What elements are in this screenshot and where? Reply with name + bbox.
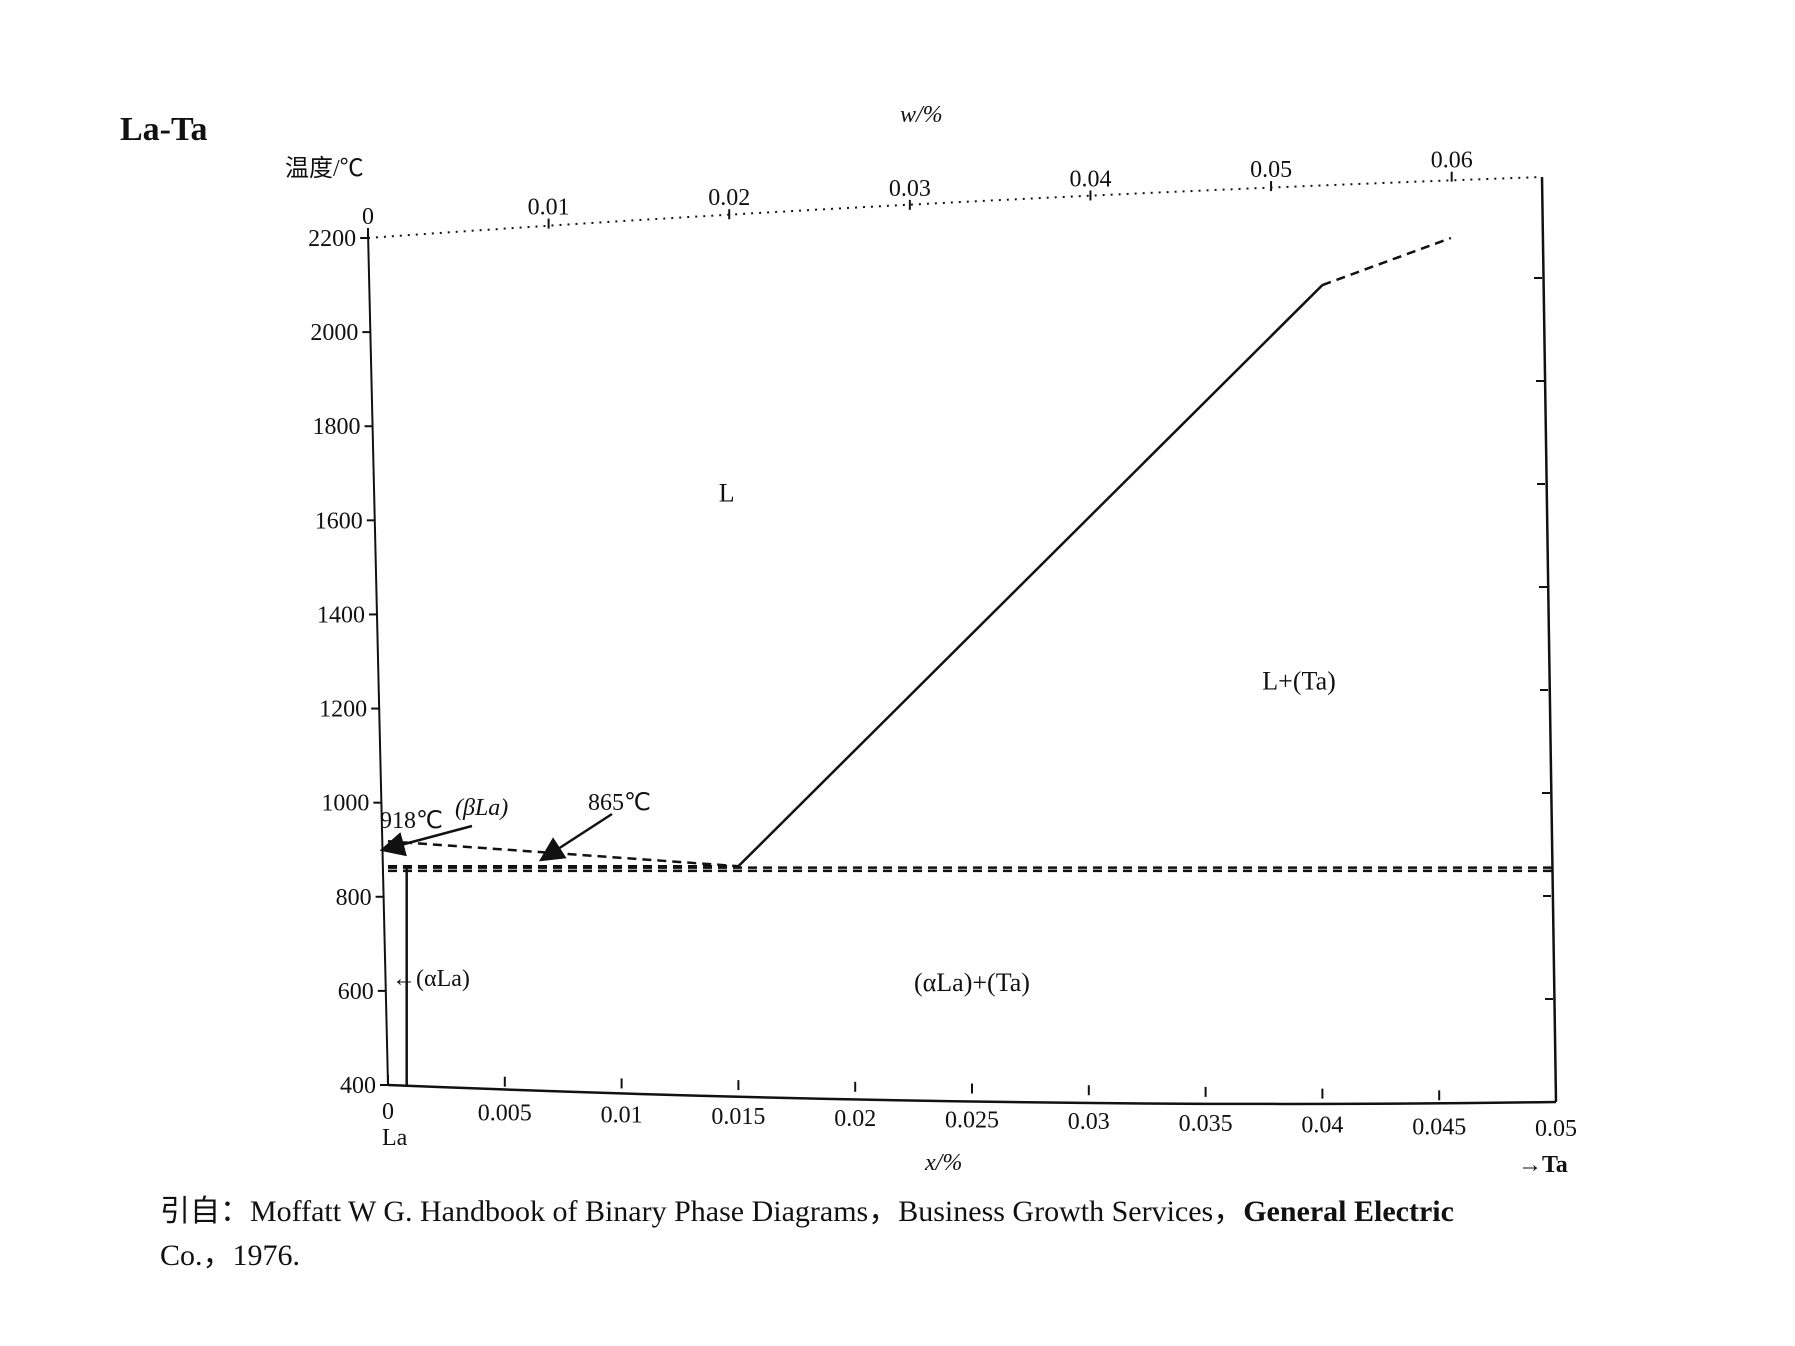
left-end-label: La bbox=[382, 1125, 408, 1151]
x2-tick-label: 0.03 bbox=[889, 176, 931, 202]
y-tick-label: 600 bbox=[338, 979, 374, 1005]
top-axis-title: w/% bbox=[900, 102, 943, 128]
x-tick-label: 0 bbox=[382, 1099, 394, 1125]
annotation-865-arrow bbox=[538, 812, 613, 862]
boundary-line-0 bbox=[737, 284, 1324, 868]
region-labels: L L+(Ta) (αLa)+(Ta) bbox=[719, 479, 1336, 997]
boundary-line-2 bbox=[387, 840, 739, 868]
x-tick-label: 0.025 bbox=[945, 1108, 999, 1134]
y-tick-label: 2200 bbox=[308, 226, 356, 252]
region-label: (αLa)+(Ta) bbox=[914, 968, 1030, 997]
y-tick-label: 1200 bbox=[319, 697, 367, 723]
annotation-865: 865℃ bbox=[588, 790, 651, 816]
y-tick-label: 1400 bbox=[317, 602, 365, 628]
y-tick-label: 800 bbox=[336, 885, 372, 911]
left-axis bbox=[367, 231, 389, 1086]
x-tick-label: 0.01 bbox=[601, 1102, 643, 1128]
y-tick-label: 1000 bbox=[321, 791, 369, 817]
region-label: L bbox=[719, 479, 735, 508]
x2-tick-label: 0.06 bbox=[1431, 148, 1473, 174]
y-axis-ticks: 2200 2000 1800 1600 1400 1200 1000 800 600 400 bbox=[308, 226, 388, 1099]
right-axis-ticks bbox=[1534, 277, 1553, 1000]
x-tick-label: 0.05 bbox=[1535, 1116, 1577, 1142]
x-tick-label: 0.02 bbox=[834, 1106, 876, 1132]
boundary-line-1 bbox=[1321, 236, 1452, 287]
top-axis-ticks: 0 0.01 0.02 0.03 0.04 0.05 0.06 bbox=[362, 148, 1473, 238]
top-axis bbox=[367, 176, 1543, 239]
bottom-axis bbox=[387, 1083, 1557, 1106]
phase-boundaries bbox=[387, 236, 1556, 1085]
x-axis-title: x/% bbox=[924, 1150, 962, 1176]
x2-tick-label: 0 bbox=[362, 204, 374, 230]
y-tick-label: 1800 bbox=[313, 414, 361, 440]
x-tick-label: 0.03 bbox=[1068, 1109, 1110, 1135]
chart-title: La-Ta bbox=[120, 111, 208, 148]
y-tick-label: 2000 bbox=[310, 320, 358, 346]
x-tick-label: 0.045 bbox=[1412, 1114, 1466, 1140]
region-label: L+(Ta) bbox=[1262, 667, 1335, 696]
y-axis-title: 温度/℃ bbox=[285, 155, 364, 182]
x-tick-label: 0.04 bbox=[1301, 1113, 1343, 1139]
right-axis bbox=[1540, 176, 1558, 1103]
x2-tick-label: 0.02 bbox=[708, 185, 750, 211]
annotation-alpha-la: ←(αLa) bbox=[392, 966, 470, 992]
right-end-label: →Ta bbox=[1518, 1152, 1568, 1178]
x-tick-label: 0.035 bbox=[1179, 1111, 1233, 1137]
annotation-beta-la: (βLa) bbox=[455, 795, 508, 821]
annotation-918-arrow bbox=[379, 824, 473, 857]
y-tick-label: 400 bbox=[340, 1073, 376, 1099]
annotation-918: 918℃ bbox=[380, 808, 443, 834]
x2-tick-label: 0.05 bbox=[1250, 157, 1292, 183]
x-tick-label: 0.005 bbox=[478, 1101, 532, 1127]
x2-tick-label: 0.04 bbox=[1069, 166, 1111, 192]
caption-text: 引自：Moffatt W G. Handbook of Binary Phase… bbox=[160, 1195, 1244, 1228]
caption-line-2: Co.，1976. bbox=[160, 1239, 301, 1272]
y-tick-label: 1600 bbox=[315, 508, 363, 534]
x-axis-ticks: 0 0.005 0.01 0.015 0.02 0.025 0.03 0.035 0.04 0.0… bbox=[382, 1075, 1577, 1142]
caption-line-1: 引自：Moffatt W G. Handbook of Binary Phase… bbox=[160, 1190, 1720, 1234]
x-tick-label: 0.015 bbox=[711, 1104, 765, 1130]
citation-caption: 引自：Moffatt W G. Handbook of Binary Phase… bbox=[160, 1190, 1720, 1278]
x2-tick-label: 0.01 bbox=[528, 195, 570, 221]
caption-bold-text: General Electric bbox=[1243, 1195, 1454, 1228]
